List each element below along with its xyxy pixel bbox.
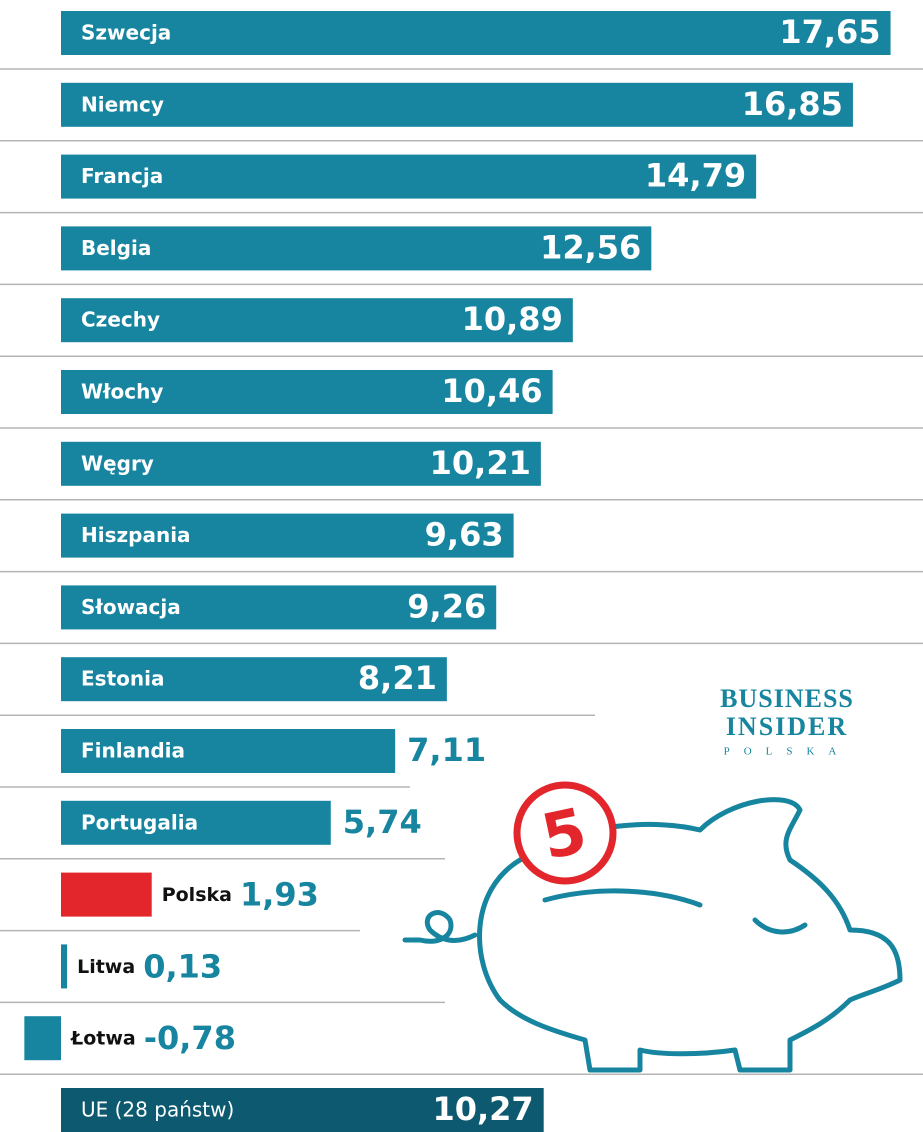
value-label: 5,74 (343, 803, 422, 841)
badge: 5 (513, 781, 617, 885)
bar (61, 226, 652, 271)
category-label: Polska (162, 884, 232, 906)
bar (61, 370, 553, 414)
value-label: 10,27 (432, 1090, 533, 1128)
value-label: 10,46 (441, 372, 542, 410)
bar (61, 82, 853, 127)
logo-line: POLSKA (724, 746, 851, 758)
bar (61, 154, 757, 199)
bar (61, 585, 497, 630)
badge-circle (513, 781, 617, 885)
value-label: 10,21 (430, 444, 531, 482)
value-label: 10,89 (462, 300, 563, 338)
value-label: 16,85 (742, 85, 843, 123)
category-label: Włochy (81, 380, 163, 404)
bar (61, 441, 541, 486)
category-label: Czechy (81, 308, 160, 332)
category-label: UE (28 państw) (81, 1098, 234, 1122)
bar (61, 872, 152, 917)
value-label: -0,78 (144, 1019, 236, 1057)
bar (61, 11, 891, 55)
category-label: Szwecja (81, 21, 171, 45)
bar (61, 800, 331, 845)
logo-line: BUSINESS (720, 684, 854, 713)
value-label: 8,21 (358, 659, 437, 697)
piggy-illustration (402, 797, 903, 1073)
value-label: 0,13 (143, 947, 222, 985)
category-label: Belgia (81, 236, 151, 260)
category-label: Hiszpania (81, 523, 191, 547)
value-label: 17,65 (779, 13, 880, 51)
bar (61, 513, 514, 558)
category-label: Finlandia (81, 739, 185, 763)
logo: BUSINESS INSIDER POLSKA (720, 684, 854, 758)
value-label: 9,63 (425, 516, 504, 554)
bar (24, 1016, 61, 1061)
value-label: 12,56 (540, 228, 641, 266)
value-label: 7,11 (407, 731, 486, 769)
category-label: Słowacja (81, 595, 181, 619)
bar (61, 944, 68, 989)
category-label: Łotwa (70, 1028, 136, 1050)
category-label: Portugalia (81, 810, 198, 834)
category-label: Niemcy (81, 92, 164, 116)
value-label: 9,26 (407, 587, 486, 625)
logo-line: INSIDER (726, 712, 848, 741)
bar (61, 1088, 544, 1132)
category-label: Francja (81, 164, 163, 188)
bar (61, 298, 573, 343)
category-label: Estonia (81, 667, 164, 691)
value-label: 1,93 (240, 876, 319, 914)
bar (61, 657, 447, 702)
category-label: Węgry (81, 451, 154, 475)
bar (61, 729, 396, 773)
category-label: Litwa (77, 956, 135, 978)
value-label: 14,79 (645, 157, 746, 195)
